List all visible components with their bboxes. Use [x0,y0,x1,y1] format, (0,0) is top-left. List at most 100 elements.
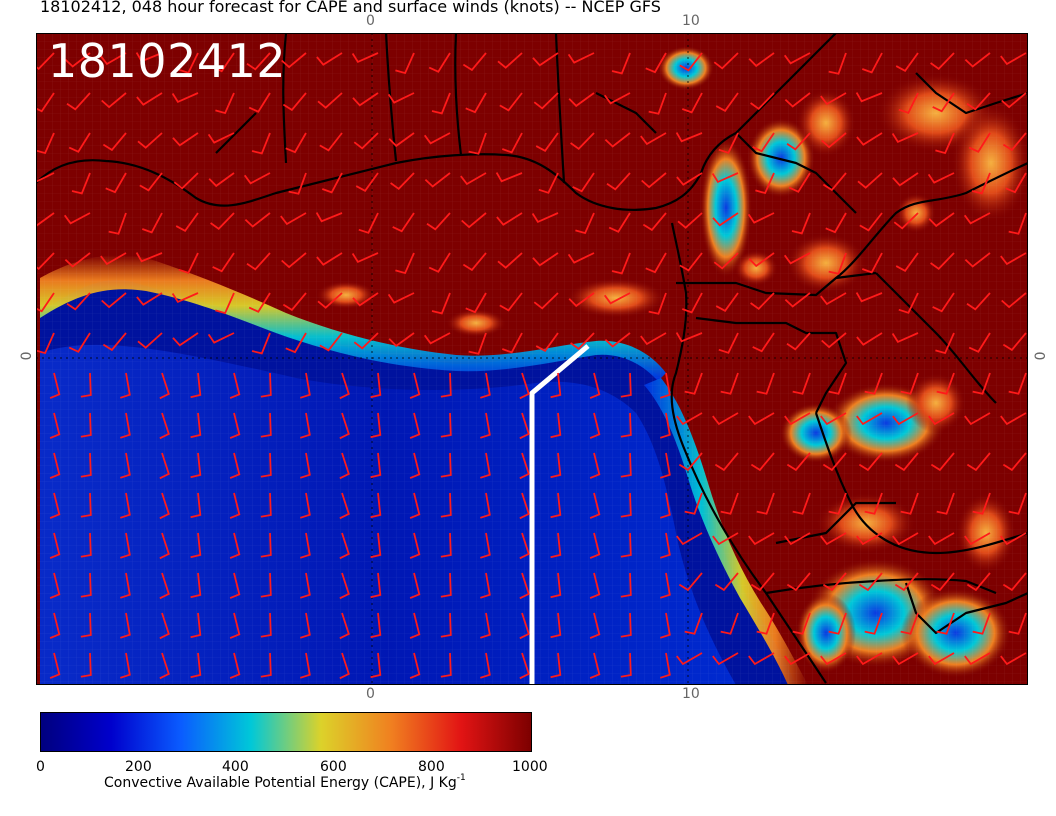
wind-barb [620,372,632,398]
wind-barb [640,332,667,346]
wind-barb [752,332,775,353]
wind-barb [440,652,452,678]
wind-barb [409,532,421,559]
wind-barb [260,612,272,638]
wind-barb [248,92,271,113]
wind-barb [679,52,703,72]
colorbar-tick-1000: 1000 [512,759,548,775]
wind-barb [684,372,703,395]
wind-barb [606,172,631,191]
wind-barb [480,492,491,519]
wind-barb [100,252,127,266]
wind-barb [784,412,811,426]
wind-barb [141,212,163,234]
wind-barb [538,172,559,194]
wind-barb [244,212,271,228]
wind-barb [300,572,311,599]
wind-barb [783,252,811,265]
wind-barb [971,172,991,195]
wind-barb [501,132,523,154]
wind-barb [891,332,919,344]
wind-barb [229,412,241,439]
graticule [36,33,1028,685]
wind-barb [856,412,883,426]
wind-barb [49,612,61,639]
wind-barb [756,372,775,395]
wind-barb [431,292,451,315]
wind-barb [930,452,955,472]
wind-barb [424,172,451,188]
wind-barb [750,92,775,110]
wind-barb [678,452,703,472]
wind-barb [550,452,562,479]
wind-barb [784,652,811,666]
wind-barb [519,492,530,520]
wind-barb [748,652,775,666]
wind-barb [300,652,311,679]
wind-barb [856,132,883,146]
wind-barb [898,92,919,114]
wind-barb [568,92,595,108]
wind-barb [285,132,307,154]
wind-barb [711,172,739,184]
wind-barb [243,172,271,185]
wind-barb [229,492,241,519]
wind-barb [825,212,847,234]
wind-barb [80,532,92,558]
wind-barb [550,572,562,599]
wind-barb [395,252,415,275]
wind-barb [589,412,601,439]
wind-barb [648,92,667,115]
wind-barb [620,532,632,558]
wind-barb [679,252,703,272]
wind-barb [207,132,235,144]
wind-barb [604,132,631,148]
wind-barb [604,332,631,348]
wind-barb [532,52,559,67]
wind-barb [894,452,919,472]
wind-barb [927,172,955,184]
wind-barb [465,92,487,114]
wind-barb [603,92,631,105]
wind-barb [461,212,487,229]
wind-barb [300,492,311,519]
wind-barb [675,132,703,143]
wind-barb [120,612,131,639]
wind-barb [972,492,991,515]
wind-barb [966,452,991,472]
wind-barb [895,252,919,272]
wind-barb [212,252,235,273]
wind-barb [550,372,562,399]
wind-barb [353,132,379,150]
wind-barb [783,52,811,65]
wind-barb [120,532,131,559]
date-label: 18102412 [48,34,287,88]
wind-barb [1002,332,1027,352]
wind-barb [936,372,955,395]
wind-barb [480,452,491,479]
wind-barb [339,452,350,480]
wind-barb [370,532,382,559]
wind-barb [440,532,452,558]
wind-barb [712,532,739,546]
wind-barb [620,612,632,638]
colorbar-tick-0: 0 [36,759,45,775]
wind-barb [620,452,632,478]
wind-barb [229,612,241,639]
wind-barb [392,212,415,233]
wind-barb [820,292,847,306]
wind-barb [137,332,163,349]
wind-barb [300,452,311,479]
colorbar-tick-600: 600 [320,759,347,775]
wind-barb [550,612,562,639]
wind-barb [1002,452,1027,472]
wind-barb [321,172,343,194]
wind-barb [713,52,739,70]
wind-barb [159,452,170,480]
wind-barb [720,372,739,395]
colorbar-tick-200: 200 [125,759,152,775]
wind-barb [36,92,55,113]
wind-barb [480,372,491,399]
wind-barb [137,132,163,149]
wind-barb [317,92,343,109]
